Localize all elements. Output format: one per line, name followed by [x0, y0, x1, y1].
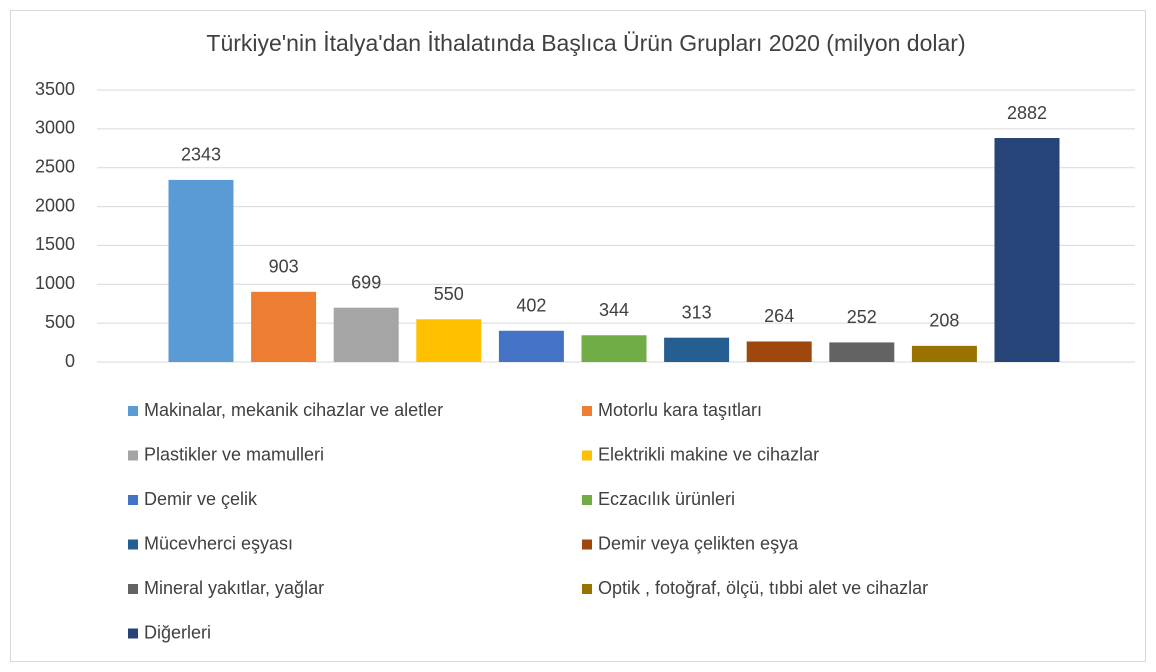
legend-marker [128, 539, 138, 550]
legend-label: Mücevherci eşyası [144, 533, 293, 553]
bar [911, 345, 977, 362]
data-label: 252 [847, 307, 877, 327]
bar [746, 341, 812, 362]
legend-label: Makinalar, mekanik cihazlar ve aletler [144, 400, 443, 420]
y-tick-label: 1500 [35, 234, 75, 254]
data-label: 208 [929, 311, 959, 331]
legend-marker [582, 450, 592, 461]
legend-marker [128, 584, 138, 594]
data-label: 2882 [1007, 103, 1047, 123]
bar [829, 342, 895, 362]
data-label: 2343 [181, 145, 221, 165]
data-label: 313 [682, 302, 712, 322]
bar [333, 307, 399, 362]
legend-label: Eczacılık ürünleri [598, 489, 735, 509]
bar [416, 319, 482, 362]
legend-marker [582, 539, 592, 550]
legend-marker [128, 495, 138, 505]
data-label: 903 [269, 257, 299, 277]
bar [251, 291, 317, 362]
data-label: 264 [764, 306, 794, 326]
data-label: 699 [351, 272, 381, 292]
legend-label: Demir veya çelikten eşya [598, 533, 799, 553]
legend-marker [582, 584, 592, 594]
chart-title: Türkiye'nin İtalya'dan İthalatında Başlı… [206, 30, 965, 56]
legend-label: Diğerleri [144, 622, 211, 642]
y-tick-label: 2000 [35, 195, 75, 215]
bar [168, 179, 234, 362]
data-label: 344 [599, 300, 629, 320]
bar [664, 337, 730, 362]
legend-marker [582, 406, 592, 416]
y-tick-label: 0 [65, 351, 75, 371]
legend-marker [128, 450, 138, 461]
data-label: 550 [434, 284, 464, 304]
data-label: 402 [516, 296, 546, 316]
legend-label: Optik , fotoğraf, ölçü, tıbbi alet ve ci… [598, 578, 928, 598]
bar [581, 335, 647, 362]
bar [994, 138, 1060, 362]
y-tick-label: 500 [45, 312, 75, 332]
legend-label: Motorlu kara taşıtları [598, 400, 762, 420]
y-tick-label: 3000 [35, 118, 75, 138]
bar [498, 330, 564, 362]
legend-label: Plastikler ve mamulleri [144, 444, 324, 464]
legend-marker [128, 406, 138, 416]
legend-marker [582, 495, 592, 505]
legend-marker [128, 628, 138, 639]
legend-label: Elektrikli makine ve cihazlar [598, 444, 819, 464]
y-tick-label: 2500 [35, 156, 75, 176]
legend-label: Demir ve çelik [144, 489, 258, 509]
y-tick-label: 3500 [35, 79, 75, 99]
y-tick-label: 1000 [35, 273, 75, 293]
legend-label: Mineral yakıtlar, yağlar [144, 578, 324, 598]
